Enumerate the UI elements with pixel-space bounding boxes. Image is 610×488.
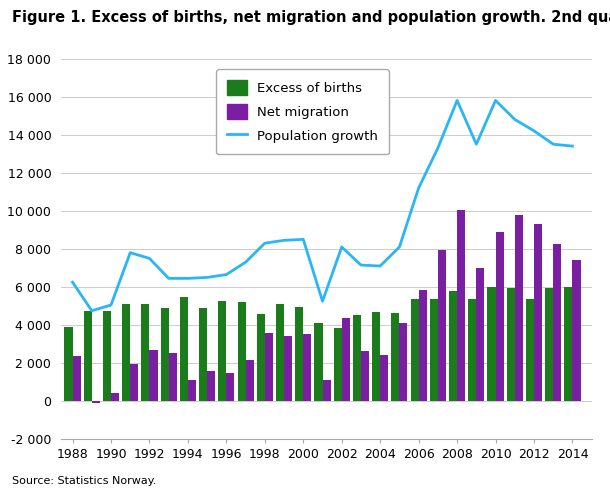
Bar bbox=[372, 312, 380, 401]
Bar bbox=[180, 297, 188, 401]
Bar bbox=[207, 371, 215, 401]
Bar bbox=[392, 313, 400, 401]
Text: Figure 1. Excess of births, net migration and population growth. 2nd quarter: Figure 1. Excess of births, net migratio… bbox=[12, 10, 610, 25]
Bar bbox=[515, 215, 523, 401]
Bar bbox=[103, 311, 111, 401]
Bar bbox=[457, 210, 465, 401]
Bar bbox=[149, 350, 157, 401]
Bar bbox=[553, 244, 561, 401]
Bar bbox=[418, 290, 427, 401]
Bar bbox=[438, 250, 446, 401]
Bar bbox=[284, 336, 292, 401]
Bar bbox=[142, 304, 149, 401]
Bar bbox=[411, 299, 418, 401]
Legend: Excess of births, Net migration, Population growth: Excess of births, Net migration, Populat… bbox=[216, 69, 389, 154]
Bar bbox=[303, 334, 311, 401]
Bar bbox=[353, 315, 361, 401]
Bar bbox=[564, 287, 572, 401]
Bar bbox=[400, 323, 407, 401]
Bar bbox=[73, 356, 81, 401]
Bar bbox=[276, 304, 284, 401]
Bar bbox=[476, 268, 484, 401]
Bar bbox=[122, 304, 130, 401]
Bar bbox=[449, 291, 457, 401]
Bar bbox=[545, 288, 553, 401]
Bar bbox=[237, 302, 246, 401]
Bar bbox=[295, 307, 303, 401]
Bar bbox=[92, 401, 100, 403]
Bar bbox=[430, 299, 438, 401]
Bar bbox=[226, 373, 234, 401]
Bar bbox=[65, 327, 73, 401]
Bar bbox=[130, 364, 138, 401]
Bar bbox=[169, 353, 177, 401]
Bar bbox=[487, 287, 495, 401]
Bar bbox=[265, 333, 273, 401]
Bar bbox=[334, 328, 342, 401]
Bar bbox=[111, 392, 119, 401]
Bar bbox=[495, 232, 504, 401]
Bar bbox=[257, 314, 265, 401]
Bar bbox=[314, 323, 323, 401]
Bar bbox=[380, 354, 388, 401]
Bar bbox=[246, 360, 254, 401]
Text: Source: Statistics Norway.: Source: Statistics Norway. bbox=[12, 476, 157, 486]
Bar bbox=[84, 311, 92, 401]
Bar bbox=[526, 299, 534, 401]
Bar bbox=[218, 301, 226, 401]
Bar bbox=[572, 260, 581, 401]
Bar bbox=[361, 351, 369, 401]
Bar bbox=[534, 224, 542, 401]
Bar bbox=[468, 299, 476, 401]
Bar bbox=[199, 308, 207, 401]
Bar bbox=[342, 318, 350, 401]
Bar bbox=[507, 288, 515, 401]
Bar bbox=[188, 380, 196, 401]
Bar bbox=[160, 308, 169, 401]
Bar bbox=[323, 380, 331, 401]
